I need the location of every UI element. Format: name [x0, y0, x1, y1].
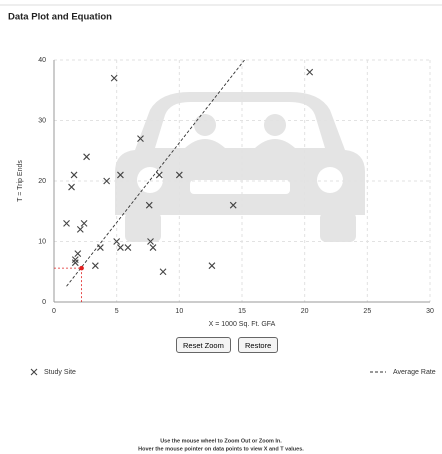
y-tick-label: 0 [42, 299, 46, 306]
x-axis-label: X = 1000 Sq. Ft. GFA [209, 321, 276, 328]
y-tick-label: 10 [38, 238, 46, 245]
y-tick-label: 20 [38, 178, 46, 185]
x-tick-label: 0 [52, 308, 56, 315]
legend-label: Average Rate [393, 369, 436, 376]
data-point [74, 250, 82, 257]
data-point [110, 74, 118, 82]
page-title: Data Plot and Equation [8, 12, 112, 23]
y-tick-label: 30 [38, 117, 46, 124]
x-tick-label: 30 [426, 308, 434, 315]
data-point [159, 268, 167, 276]
data-point [208, 262, 216, 270]
data-point [306, 68, 314, 76]
instruction: Hover the mouse pointer on data points t… [138, 446, 304, 452]
highlight-point [79, 265, 84, 271]
data-point [117, 171, 124, 179]
data-point [155, 171, 163, 179]
data-point [71, 259, 79, 267]
x-tick-label: 10 [175, 308, 183, 315]
y-axis-label: T = Trip Ends [17, 160, 24, 202]
car-occupants [185, 114, 295, 148]
data-point [149, 244, 157, 251]
reset-zoom-button[interactable]: Reset Zoom [176, 337, 231, 353]
data-point [70, 171, 78, 179]
trend-line [66, 60, 245, 287]
data-point [229, 201, 237, 209]
x-tick-label: 25 [363, 308, 371, 315]
instruction: Use the mouse wheel to Zoom Out or Zoom … [160, 438, 282, 444]
data-point [137, 135, 144, 143]
data-point [147, 238, 154, 245]
x-tick-label: 5 [115, 308, 119, 315]
restore-button[interactable]: Restore [238, 337, 279, 353]
data-point [63, 219, 70, 227]
data-point [175, 171, 183, 179]
data-point [124, 244, 132, 251]
data-point [103, 177, 111, 185]
data-point [80, 219, 88, 227]
data-point [76, 226, 84, 233]
x-tick-label: 15 [238, 308, 246, 315]
data-point [113, 238, 121, 245]
data-point [91, 262, 99, 270]
data-point [83, 153, 90, 161]
car-windows [137, 102, 343, 194]
data-point [68, 183, 75, 191]
data-point [71, 256, 79, 264]
x-tick-label: 20 [301, 308, 309, 315]
y-tick-label: 40 [38, 57, 46, 64]
legend-label: Study Site [44, 369, 76, 376]
data-point [117, 244, 124, 251]
legend-marker [30, 368, 38, 376]
data-point [145, 201, 153, 209]
